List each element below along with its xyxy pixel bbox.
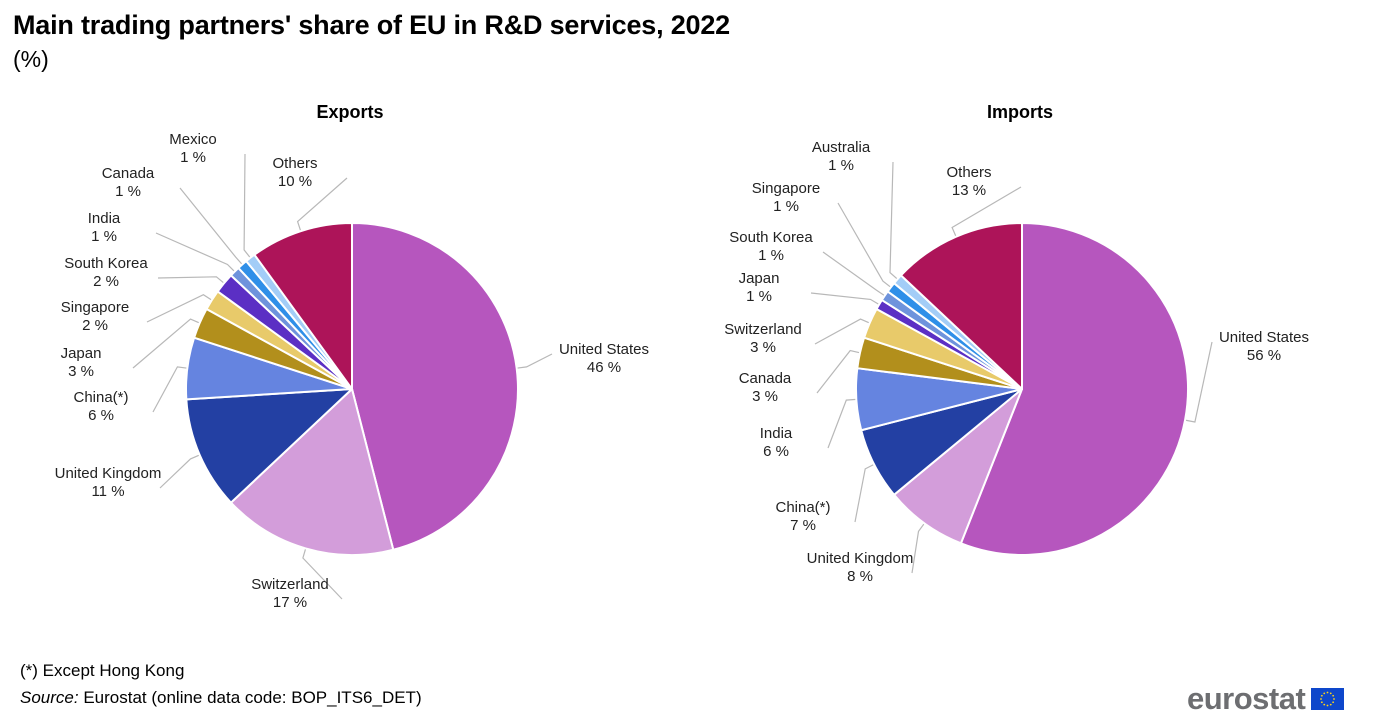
imports-value-japan: 1 % — [746, 288, 772, 305]
flag-star — [1333, 698, 1336, 700]
exports-value-united-kingdom: 11 % — [91, 483, 124, 500]
imports-leader-canada — [816, 349, 861, 394]
exports-leader-united-kingdom — [159, 454, 200, 489]
flag-star — [1332, 701, 1335, 704]
flag-star — [1323, 692, 1326, 695]
exports-value-japan: 3 % — [68, 363, 94, 380]
exports-label-united-kingdom: United Kingdom — [55, 465, 162, 482]
imports-value-south-korea: 1 % — [758, 247, 784, 264]
imports-label-india: India — [760, 425, 793, 442]
flag-star — [1326, 704, 1329, 707]
imports-value-australia: 1 % — [828, 157, 854, 174]
imports-value-switzerland: 3 % — [750, 339, 776, 356]
chart-title: Main trading partners' share of EU in R&… — [13, 10, 730, 40]
exports-leader-others — [296, 177, 348, 232]
imports-leader-united-kingdom — [911, 522, 925, 574]
imports-label-japan: Japan — [739, 270, 780, 287]
imports-label-switzerland: Switzerland — [724, 321, 802, 338]
exports-value-mexico: 1 % — [180, 149, 206, 166]
eurostat-logo: eurostat — [1187, 681, 1345, 716]
footnote: (*) Except Hong Kong — [20, 661, 185, 680]
exports-label-japan: Japan — [61, 345, 102, 362]
flag-star — [1326, 691, 1329, 694]
exports-label-south-korea: South Korea — [64, 255, 148, 272]
logo-wordmark: eurostat — [1187, 681, 1306, 716]
imports-leader-south-korea — [822, 251, 886, 297]
exports-value-others: 10 % — [278, 173, 312, 190]
flag-star — [1321, 694, 1324, 697]
imports-label-singapore: Singapore — [752, 180, 820, 197]
imports-value-india: 6 % — [763, 443, 789, 460]
exports-leader-singapore — [146, 294, 213, 323]
imports-label-others: Others — [946, 164, 991, 181]
source-label: Source: — [20, 688, 79, 707]
exports-label-others: Others — [272, 155, 317, 172]
exports-leader-mexico — [243, 153, 251, 259]
flag-star — [1320, 698, 1323, 700]
imports-title: Imports — [987, 102, 1053, 122]
exports-slice-united-kingdom — [185, 388, 353, 504]
imports-leader-united-states — [1184, 341, 1213, 423]
imports-leader-japan — [810, 292, 880, 306]
imports-label-china: China(*) — [775, 499, 830, 516]
exports-value-south-korea: 2 % — [93, 273, 119, 290]
imports-value-united-kingdom: 8 % — [847, 568, 873, 585]
exports-slice-others — [253, 222, 353, 390]
imports-value-united-states: 56 % — [1247, 347, 1281, 364]
imports-value-china: 7 % — [790, 517, 816, 534]
exports-label-india: India — [88, 210, 121, 227]
exports-leader-india — [155, 232, 236, 273]
imports-leader-china — [854, 463, 875, 523]
flag-background — [1311, 688, 1345, 710]
flag-star — [1332, 694, 1335, 697]
imports-value-singapore: 1 % — [773, 198, 799, 215]
exports-label-china: China(*) — [73, 389, 128, 406]
imports-leader-india — [827, 398, 857, 449]
source-text: Eurostat (online data code: BOP_ITS6_DET… — [78, 688, 422, 707]
exports-label-singapore: Singapore — [61, 299, 129, 316]
eu-flag-icon — [1311, 688, 1345, 710]
exports-value-singapore: 2 % — [82, 317, 108, 334]
source-note: Source: Eurostat (online data code: BOP_… — [20, 688, 422, 708]
exports-value-united-states: 46 % — [587, 359, 621, 376]
exports-label-switzerland: Switzerland — [251, 576, 329, 593]
exports-label-mexico: Mexico — [169, 131, 217, 148]
imports-value-canada: 3 % — [752, 388, 778, 405]
imports-leader-australia — [889, 161, 898, 280]
flag-star — [1321, 701, 1324, 704]
exports-slice-united-states — [351, 222, 519, 551]
exports-leader-canada — [179, 187, 243, 265]
exports-leader-china — [152, 366, 188, 413]
exports-label-united-states: United States — [559, 341, 649, 358]
exports-leader-united-states — [516, 353, 553, 369]
flag-star — [1330, 692, 1332, 695]
exports-label-canada: Canada — [102, 165, 155, 182]
exports-value-china: 6 % — [88, 407, 114, 424]
exports-slice-switzerland — [229, 388, 395, 556]
imports-slice-others — [899, 222, 1023, 390]
exports-value-india: 1 % — [91, 228, 117, 245]
imports-slice-united-states — [959, 222, 1189, 556]
imports-label-australia: Australia — [812, 139, 871, 156]
imports-leader-switzerland — [814, 318, 870, 345]
exports-value-canada: 1 % — [115, 183, 141, 200]
flag-star — [1323, 703, 1326, 706]
imports-value-others: 13 % — [952, 182, 986, 199]
imports-label-south-korea: South Korea — [729, 229, 813, 246]
flag-star — [1330, 703, 1332, 706]
exports-leader-south-korea — [157, 276, 225, 284]
imports-label-united-states: United States — [1219, 329, 1309, 346]
imports-leader-others — [951, 186, 1022, 237]
imports-leader-singapore — [837, 202, 892, 288]
chart-subtitle: (%) — [13, 46, 49, 72]
exports-title: Exports — [316, 102, 383, 122]
imports-label-united-kingdom: United Kingdom — [807, 550, 914, 567]
imports-label-canada: Canada — [739, 370, 792, 387]
exports-leader-switzerland — [302, 548, 343, 600]
exports-value-switzerland: 17 % — [273, 594, 307, 611]
exports-leader-japan — [132, 318, 200, 369]
